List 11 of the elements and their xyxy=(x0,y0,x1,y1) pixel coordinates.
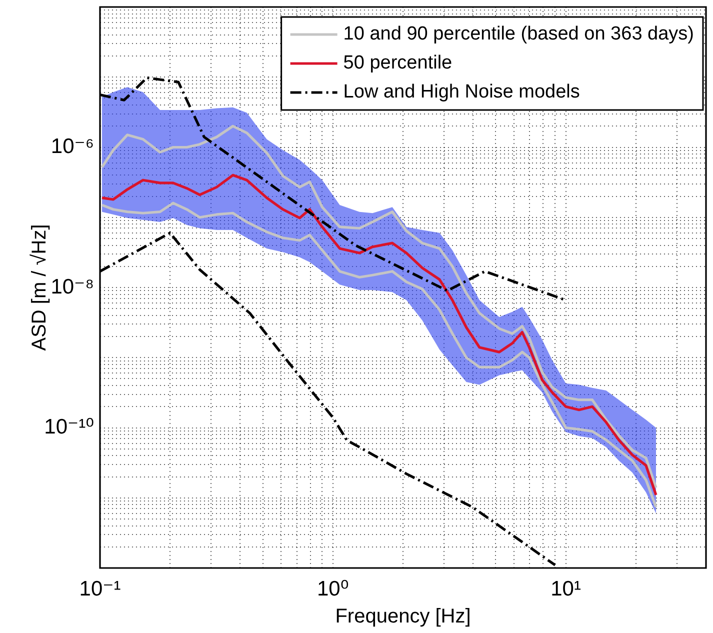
x-axis-title: Frequency [Hz] xyxy=(335,606,471,628)
y-tick-label: 10⁻⁸ xyxy=(50,275,94,298)
y-tick-label: 10⁻¹⁰ xyxy=(44,416,94,439)
legend-label: 50 percentile xyxy=(343,52,452,74)
legend-label: Low and High Noise models xyxy=(343,82,580,103)
x-tick-label: 10¹ xyxy=(550,577,581,600)
legend-label: 10 and 90 percentile (based on 363 days) xyxy=(343,24,694,45)
y-axis-title: ASD [m / √Hz] xyxy=(28,224,51,351)
y-tick-label: 10⁻⁶ xyxy=(50,135,94,158)
x-tick-label: 10⁰ xyxy=(317,577,349,600)
x-tick-label: 10⁻¹ xyxy=(79,577,121,600)
